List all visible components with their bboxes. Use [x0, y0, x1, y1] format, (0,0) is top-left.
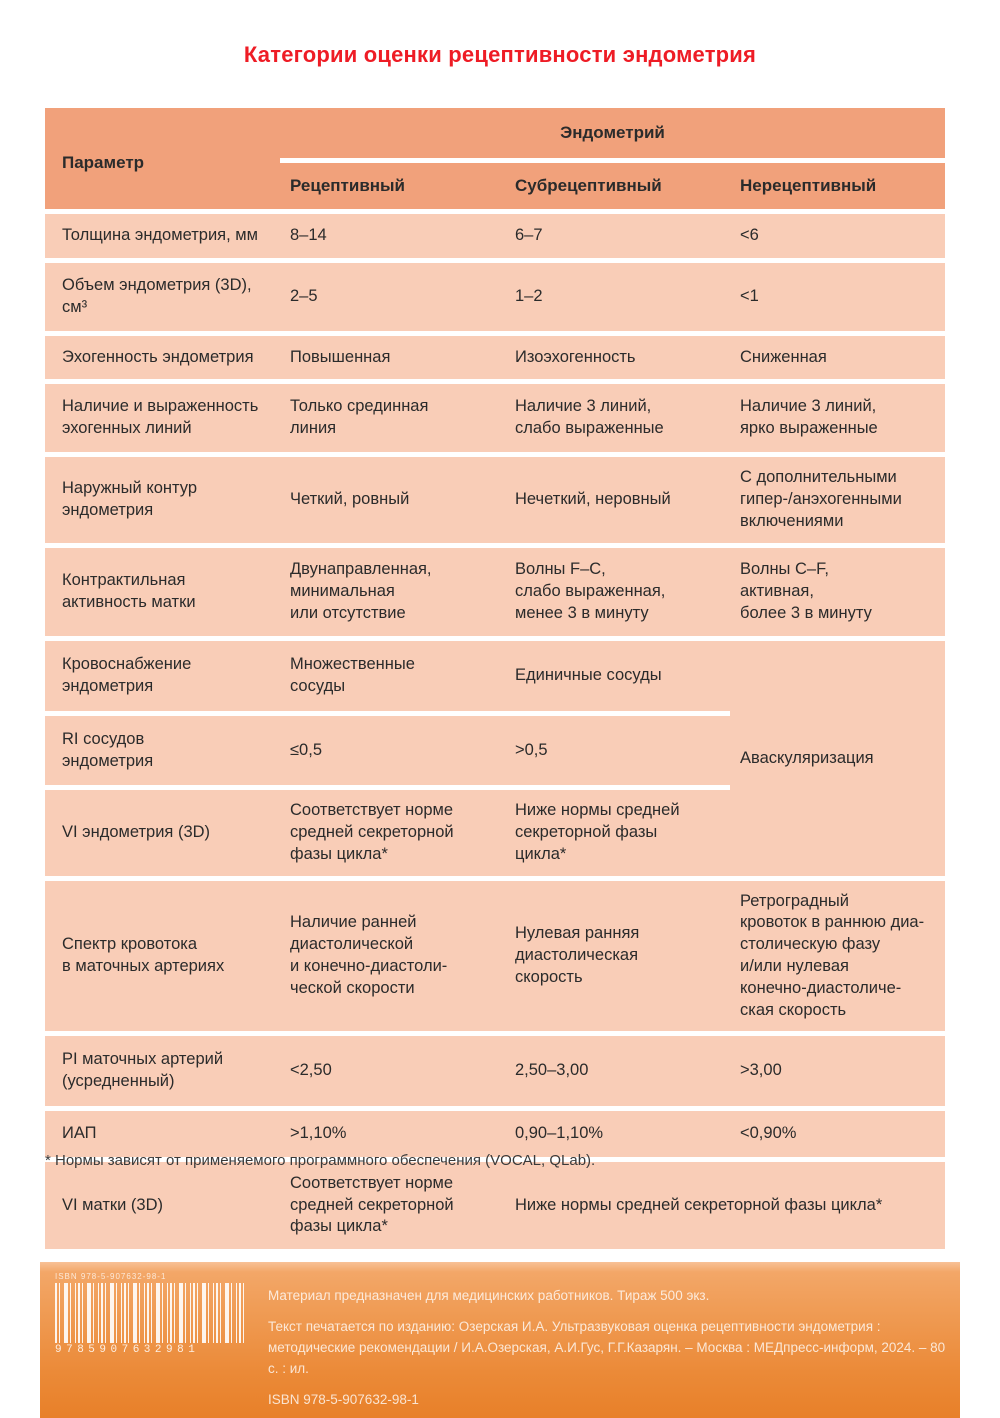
table-row-thickness: Толщина эндометрия, мм 8–14 6–7 <6 [45, 214, 945, 258]
table-row-contractility: Контрактильная активность матки Двунапра… [45, 548, 945, 636]
value-cell: Соответствует норме средней секреторной … [280, 1162, 505, 1249]
value-cell: Наличие 3 линий, ярко выраженные [730, 384, 945, 452]
value-cell: 2–5 [280, 263, 505, 331]
value-cell-avascularization: Аваскуляризация [730, 641, 945, 876]
receptivity-table: Параметр Эндометрий Рецептивный Субрецеп… [45, 103, 945, 1254]
barcode: ISBN 978-5-907632-98-1 9785907632981 [55, 1272, 255, 1356]
value-cell: Волны C–F, активная, более 3 в минуту [730, 548, 945, 636]
value-cell: 0,90–1,10% [505, 1111, 730, 1157]
value-cell: Ретроградный кровоток в раннюю диа- стол… [730, 881, 945, 1031]
value-cell: >1,10% [280, 1111, 505, 1157]
col-header-parameter: Параметр [45, 108, 280, 209]
value-cell: ≤0,5 [280, 716, 505, 785]
value-cell: Наличие 3 линий, слабо выраженные [505, 384, 730, 452]
param-cell: VI матки (3D) [45, 1162, 280, 1249]
param-cell: Наружный контур эндометрия [45, 457, 280, 543]
value-cell: 2,50–3,00 [505, 1036, 730, 1106]
param-cell: ИАП [45, 1111, 280, 1157]
barcode-bars-icon [55, 1283, 247, 1343]
param-cell: Спектр кровотока в маточных артериях [45, 881, 280, 1031]
param-cell: RI сосудов эндометрия [45, 716, 280, 785]
value-cell: <1 [730, 263, 945, 331]
table-row-flow-spectrum: Спектр кровотока в маточных артериях Нал… [45, 881, 945, 1031]
value-cell: <0,90% [730, 1111, 945, 1157]
barcode-isbn-label: ISBN 978-5-907632-98-1 [55, 1272, 167, 1281]
col-header-receptive: Рецептивный [280, 163, 505, 209]
value-cell: Четкий, ровный [280, 457, 505, 543]
table-row-pi-arteries: PI маточных артерий (усредненный) <2,50 … [45, 1036, 945, 1106]
table-row-outer-contour: Наружный контур эндометрия Четкий, ровны… [45, 457, 945, 543]
col-group-header-endometrium: Эндометрий [280, 108, 945, 158]
col-header-subreceptive: Субрецептивный [505, 163, 730, 209]
table-row-echogenicity: Эхогенность эндометрия Повышенная Изоэхо… [45, 336, 945, 379]
value-cell: <6 [730, 214, 945, 258]
header-row-categories: Рецептивный Субрецептивный Нерецептивный [45, 163, 945, 209]
value-cell: Изоэхогенность [505, 336, 730, 379]
param-cell: Кровоснабжение эндометрия [45, 641, 280, 711]
value-cell: Двунаправленная, минимальная или отсутст… [280, 548, 505, 636]
value-cell: Ниже нормы средней секреторной фазы цикл… [505, 790, 730, 876]
table-row-vi-uterus: VI матки (3D) Соответствует норме средне… [45, 1162, 945, 1249]
footer-band: ISBN 978-5-907632-98-1 9785907632981 Мат… [40, 1262, 960, 1418]
value-cell: Сниженная [730, 336, 945, 379]
value-cell: Нулевая ранняя диастолическая скорость [505, 881, 730, 1031]
value-cell-merged: Ниже нормы средней секреторной фазы цикл… [505, 1162, 945, 1249]
param-cell: Наличие и выраженность эхогенных линий [45, 384, 280, 452]
table-row-blood-supply: Кровоснабжение эндометрия Множественные … [45, 641, 945, 876]
value-cell: Единичные сосуды [505, 641, 730, 711]
value-cell: Множественные сосуды [280, 641, 505, 711]
param-cell: PI маточных артерий (усредненный) [45, 1036, 280, 1106]
value-cell: Только срединная линия [280, 384, 505, 452]
value-cell: >3,00 [730, 1036, 945, 1106]
footer-text-block: Материал предназначен для медицинских ра… [268, 1286, 946, 1411]
page-title: Категории оценки рецептивности эндометри… [243, 42, 757, 67]
param-cell: VI эндометрия (3D) [45, 790, 280, 876]
table-row-ri-vessels: RI сосудов эндометрия ≤0,5 >0,5 [45, 716, 945, 785]
value-cell: <2,50 [280, 1036, 505, 1106]
value-cell: С дополнительными гипер-/анэхогенными вк… [730, 457, 945, 543]
table-row-vi-endometrium: VI эндометрия (3D) Соответствует норме с… [45, 790, 945, 876]
receptivity-table-wrap: Параметр Эндометрий Рецептивный Субрецеп… [45, 103, 945, 1254]
footer-line-source: Текст печатается по изданию: Озерская И.… [268, 1318, 946, 1376]
param-cell: Объем эндометрия (3D), см³ [45, 263, 280, 331]
footer-line-isbn: ISBN 978-5-907632-98-1 [268, 1391, 419, 1407]
value-cell: >0,5 [505, 716, 730, 785]
footer-line-audience: Материал предназначен для медицинских ра… [268, 1288, 710, 1303]
value-cell: Волны F–C, слабо выраженная, менее 3 в м… [505, 548, 730, 636]
table-row-volume: Объем эндометрия (3D), см³ 2–5 1–2 <1 [45, 263, 945, 331]
table-row-echo-lines: Наличие и выраженность эхогенных линий Т… [45, 384, 945, 452]
header-row-group: Параметр Эндометрий [45, 108, 945, 209]
param-cell: Эхогенность эндометрия [45, 336, 280, 379]
value-cell: Повышенная [280, 336, 505, 379]
barcode-digits: 9785907632981 [55, 1344, 200, 1356]
value-cell: Наличие ранней диастолической и конечно-… [280, 881, 505, 1031]
col-header-nonreceptive: Нерецептивный [730, 163, 945, 209]
footnote: * Нормы зависят от применяемого программ… [45, 1152, 596, 1169]
value-cell: 8–14 [280, 214, 505, 258]
value-cell: 6–7 [505, 214, 730, 258]
param-cell: Толщина эндометрия, мм [45, 214, 280, 258]
param-cell: Контрактильная активность матки [45, 548, 280, 636]
value-cell: 1–2 [505, 263, 730, 331]
value-cell: Нечеткий, неровный [505, 457, 730, 543]
table-row-iap: ИАП >1,10% 0,90–1,10% <0,90% [45, 1111, 945, 1157]
value-cell: Соответствует норме средней секреторной … [280, 790, 505, 876]
